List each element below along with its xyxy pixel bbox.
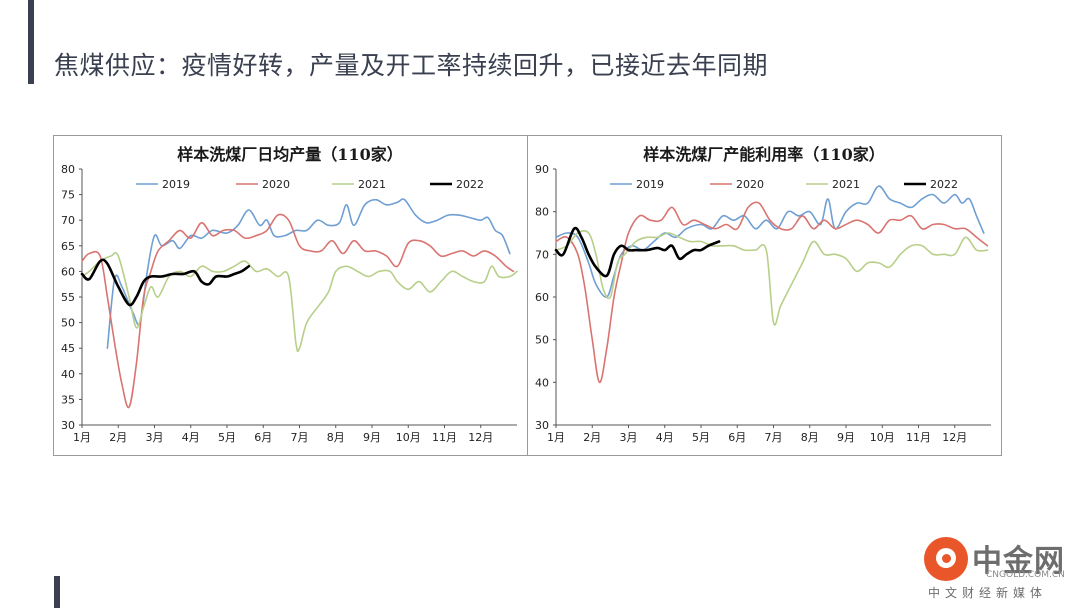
output-x-tick-label: 11月	[432, 431, 457, 444]
utilization-y-tick-label: 90	[535, 163, 549, 176]
output-series-2022	[80, 258, 251, 307]
output-y-tick-label: 60	[61, 265, 75, 278]
utilization-y-tick-label: 80	[535, 206, 549, 219]
utilization-x-tick-label: 6月	[728, 431, 746, 444]
output-x-tick-label: 3月	[146, 431, 164, 444]
utilization-x-tick-label: 10月	[870, 431, 895, 444]
utilization-x-tick-label: 8月	[801, 431, 819, 444]
utilization-x-tick-label: 12月	[942, 431, 967, 444]
output-y-tick-label: 45	[61, 342, 75, 355]
output-legend-label-2020: 2020	[262, 178, 290, 191]
watermark-logo-icon	[924, 537, 968, 581]
utilization-title: 样本洗煤厂产能利用率（110家）	[643, 145, 884, 164]
chart-daily-output-svg: 样本洗煤厂日均产量（110家） 30 35 40 45 50 55 60 65 70 75 80 1月 2…	[61, 145, 518, 444]
output-x-tick-label: 1月	[73, 431, 91, 444]
watermark: 中金网 CNGOLD.COM.CN 中文财经新媒体	[922, 536, 1072, 602]
output-y-tick-label: 70	[61, 214, 75, 227]
output-x-tick-label: 8月	[327, 431, 345, 444]
watermark-url: CNGOLD.COM.CN	[986, 570, 1065, 580]
output-y-tick-label: 55	[61, 291, 75, 304]
utilization-series-2019	[555, 185, 985, 298]
output-y-tick-label: 50	[61, 317, 75, 330]
utilization-series-2022	[554, 226, 721, 278]
slide-title: 焦煤供应：疫情好转，产量及开工率持续回升，已接近去年同期	[54, 51, 769, 80]
output-x-tick-label: 6月	[254, 431, 272, 444]
utilization-x-tick-label: 7月	[765, 431, 783, 444]
output-x-tick-label: 12月	[468, 431, 493, 444]
output-x-tick-label: 7月	[291, 431, 309, 444]
utilization-y-tick-label: 60	[535, 291, 549, 304]
utilization-x-tick-label: 9月	[837, 431, 855, 444]
output-y-tick-label: 75	[61, 189, 75, 202]
chart-daily-output: 样本洗煤厂日均产量（110家） 30 35 40 45 50 55 60 65 70 75 80 1月 2…	[53, 135, 528, 456]
utilization-y-tick-label: 40	[535, 376, 549, 389]
watermark-name: 中金网	[972, 544, 1065, 579]
utilization-series-2021	[555, 230, 989, 326]
output-series-2021	[81, 252, 518, 353]
title-accent-bar	[28, 0, 34, 84]
output-x-tick-label: 4月	[182, 431, 200, 444]
output-x-tick-label: 2月	[109, 431, 127, 444]
output-x-tick-label: 10月	[396, 431, 421, 444]
utilization-legend-label-2019: 2019	[636, 178, 664, 191]
output-y-tick-label: 65	[61, 240, 75, 253]
output-x-tick-label: 9月	[363, 431, 381, 444]
chart-utilization-rate: 样本洗煤厂产能利用率（110家） 30 40 50 60 70 80 90 1月 2月 3月 4月 5月…	[527, 135, 1002, 456]
output-legend-label-2021: 2021	[358, 178, 386, 191]
utilization-x-tick-label: 5月	[692, 431, 710, 444]
output-legend-label-2022: 2022	[456, 178, 484, 191]
utilization-legend-label-2022: 2022	[930, 178, 958, 191]
utilization-y-tick-label: 70	[535, 248, 549, 261]
output-y-tick-label: 80	[61, 163, 75, 176]
utilization-y-tick-label: 50	[535, 334, 549, 347]
utilization-x-tick-label: 3月	[620, 431, 638, 444]
utilization-y-tick-label: 30	[535, 419, 549, 432]
utilization-x-tick-label: 1月	[547, 431, 565, 444]
output-title: 样本洗煤厂日均产量（110家）	[177, 145, 402, 164]
output-legend-label-2019: 2019	[162, 178, 190, 191]
utilization-x-tick-label: 11月	[906, 431, 931, 444]
output-x-tick-label: 5月	[218, 431, 236, 444]
chart-utilization-rate-svg: 样本洗煤厂产能利用率（110家） 30 40 50 60 70 80 90 1月 2月 3月 4月 5月…	[535, 145, 991, 444]
utilization-legend-label-2021: 2021	[832, 178, 860, 191]
utilization-series-2020	[555, 201, 989, 384]
output-y-tick-label: 30	[61, 419, 75, 432]
output-y-tick-label: 35	[61, 393, 75, 406]
utilization-legend-label-2020: 2020	[736, 178, 764, 191]
output-y-tick-label: 40	[61, 368, 75, 381]
watermark-tagline: 中文财经新媒体	[928, 586, 1048, 600]
utilization-x-tick-label: 2月	[583, 431, 601, 444]
output-series-2020	[81, 213, 515, 409]
bottom-accent-bar	[54, 576, 60, 608]
utilization-x-tick-label: 4月	[656, 431, 674, 444]
